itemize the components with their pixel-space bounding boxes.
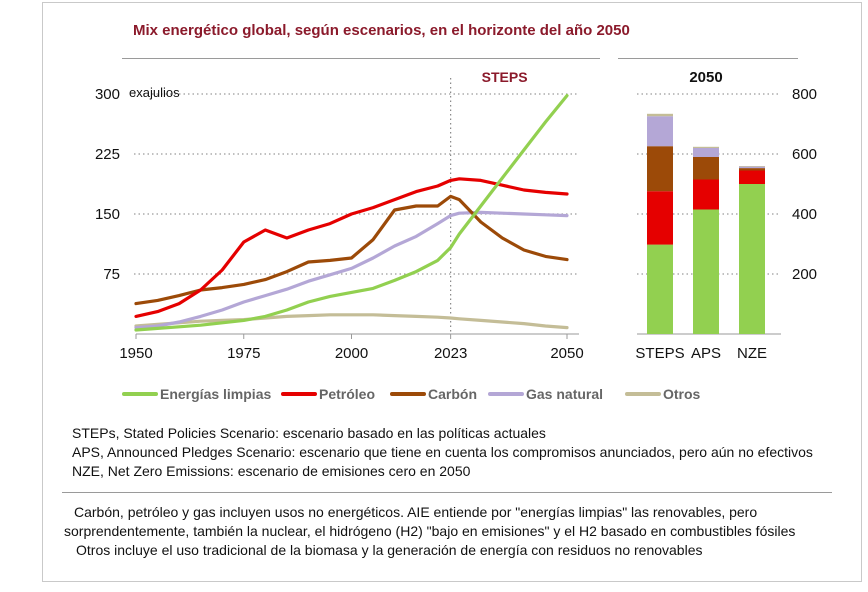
y-tick-label: 300 bbox=[95, 86, 120, 103]
unit-label: exajulios bbox=[129, 85, 180, 100]
bar-segment-steps bbox=[647, 146, 673, 192]
bar-segment-nze bbox=[739, 168, 765, 171]
legend-label: Petróleo bbox=[319, 386, 375, 402]
title-rule bbox=[122, 58, 600, 59]
notes-rule bbox=[62, 492, 832, 493]
x-tick-label: 1950 bbox=[119, 345, 152, 362]
bar-title: 2050 bbox=[689, 69, 722, 86]
bar-segment-nze bbox=[739, 166, 765, 169]
footnote-2: sorprendentemente, también la nuclear, e… bbox=[64, 523, 796, 539]
note-aps: APS, Announced Pledges Scenario: escenar… bbox=[72, 444, 813, 460]
legend-label: Otros bbox=[663, 386, 701, 402]
figure-frame bbox=[42, 2, 862, 582]
bar-segment-aps bbox=[693, 146, 719, 148]
x-tick-label: 2050 bbox=[550, 345, 583, 362]
scenario-notes: STEPs, Stated Policies Scenario: escenar… bbox=[72, 424, 813, 481]
bar-segment-nze bbox=[739, 184, 765, 334]
line-chart-series bbox=[134, 93, 569, 332]
note-nze: NZE, Net Zero Emissions: escenario de em… bbox=[72, 463, 471, 479]
bar-segment-aps bbox=[693, 157, 719, 180]
y-tick-label: 225 bbox=[95, 146, 120, 163]
bar-y-tick-label: 200 bbox=[792, 266, 817, 283]
series-line-petróleo bbox=[134, 177, 569, 318]
bar-y-tick-label: 400 bbox=[792, 206, 817, 223]
bar-segment-aps bbox=[693, 209, 719, 334]
bar-category-label: STEPS bbox=[635, 345, 684, 362]
y-tick-label: 150 bbox=[95, 206, 120, 223]
line-chart-grid bbox=[134, 93, 579, 275]
bar-y-tick-label: 600 bbox=[792, 146, 817, 163]
title-rule-right bbox=[618, 58, 798, 59]
series-line-gas-natural bbox=[134, 210, 569, 330]
bar-segment-steps bbox=[647, 116, 673, 147]
bar-category-label: APS bbox=[691, 345, 721, 362]
x-tick-label: 1975 bbox=[227, 345, 260, 362]
bar-segment-aps bbox=[693, 148, 719, 157]
y-tick-label: 75 bbox=[103, 266, 120, 283]
bar-segment-aps bbox=[693, 179, 719, 210]
bar-y-tick-label: 800 bbox=[792, 86, 817, 103]
footnote-3: Otros incluye el uso tradicional de la b… bbox=[76, 542, 703, 558]
series-line-carbón bbox=[134, 194, 569, 306]
chart-title: Mix energético global, según escenarios,… bbox=[133, 22, 630, 39]
bar-chart-2050: 2050 800 600 400 200 STEPS APS NZE bbox=[635, 69, 817, 362]
bar-segment-steps bbox=[647, 113, 673, 117]
footnotes: Carbón, petróleo y gas incluyen usos no … bbox=[64, 503, 795, 560]
legend-label: Carbón bbox=[428, 386, 477, 402]
scenario-label: STEPS bbox=[482, 69, 528, 85]
x-tick-label: 2000 bbox=[335, 345, 368, 362]
bar-category-label: NZE bbox=[737, 345, 767, 362]
x-tick-label: 2023 bbox=[434, 345, 467, 362]
bar-segment-steps bbox=[647, 244, 673, 334]
series-line-otros bbox=[134, 313, 569, 330]
bar-segment-nze bbox=[739, 166, 765, 167]
series-line-energías-limpias bbox=[134, 93, 569, 332]
legend: Energías limpias Petróleo Carbón Gas natura… bbox=[122, 386, 701, 402]
bar-segment-nze bbox=[739, 170, 765, 184]
bar-segment-steps bbox=[647, 191, 673, 245]
legend-label: Gas natural bbox=[526, 386, 603, 402]
footnote-1: Carbón, petróleo y gas incluyen usos no … bbox=[74, 504, 758, 520]
line-chart-axes: 300 225 150 75 1950 1975 2000 2023 2050 exajulios… bbox=[95, 69, 584, 362]
legend-label: Energías limpias bbox=[160, 386, 271, 402]
note-steps: STEPs, Stated Policies Scenario: escenar… bbox=[72, 425, 546, 441]
